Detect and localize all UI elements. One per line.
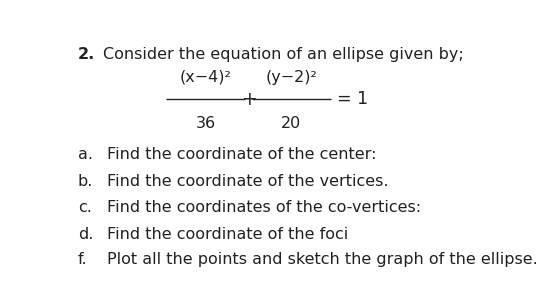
Text: 20: 20 [281, 116, 301, 131]
Text: 2.: 2. [78, 47, 95, 62]
Text: Find the coordinates of the co-vertices:: Find the coordinates of the co-vertices: [107, 201, 421, 216]
Text: b.: b. [78, 174, 93, 189]
Text: Find the coordinate of the foci: Find the coordinate of the foci [107, 227, 348, 242]
Text: Consider the equation of an ellipse given by;: Consider the equation of an ellipse give… [103, 47, 464, 62]
Text: c.: c. [78, 201, 92, 216]
Text: +: + [242, 90, 258, 109]
Text: Find the coordinate of the vertices.: Find the coordinate of the vertices. [107, 174, 389, 189]
Text: d.: d. [78, 227, 93, 242]
Text: f.: f. [78, 252, 87, 267]
Text: Plot all the points and sketch the graph of the ellipse.: Plot all the points and sketch the graph… [107, 252, 538, 267]
Text: a.: a. [78, 147, 93, 162]
Text: Find the coordinate of the center:: Find the coordinate of the center: [107, 147, 377, 162]
Text: = 1: = 1 [338, 90, 369, 108]
Text: (x−4)²: (x−4)² [180, 70, 232, 85]
Text: 36: 36 [195, 116, 215, 131]
Text: (y−2)²: (y−2)² [266, 70, 318, 85]
